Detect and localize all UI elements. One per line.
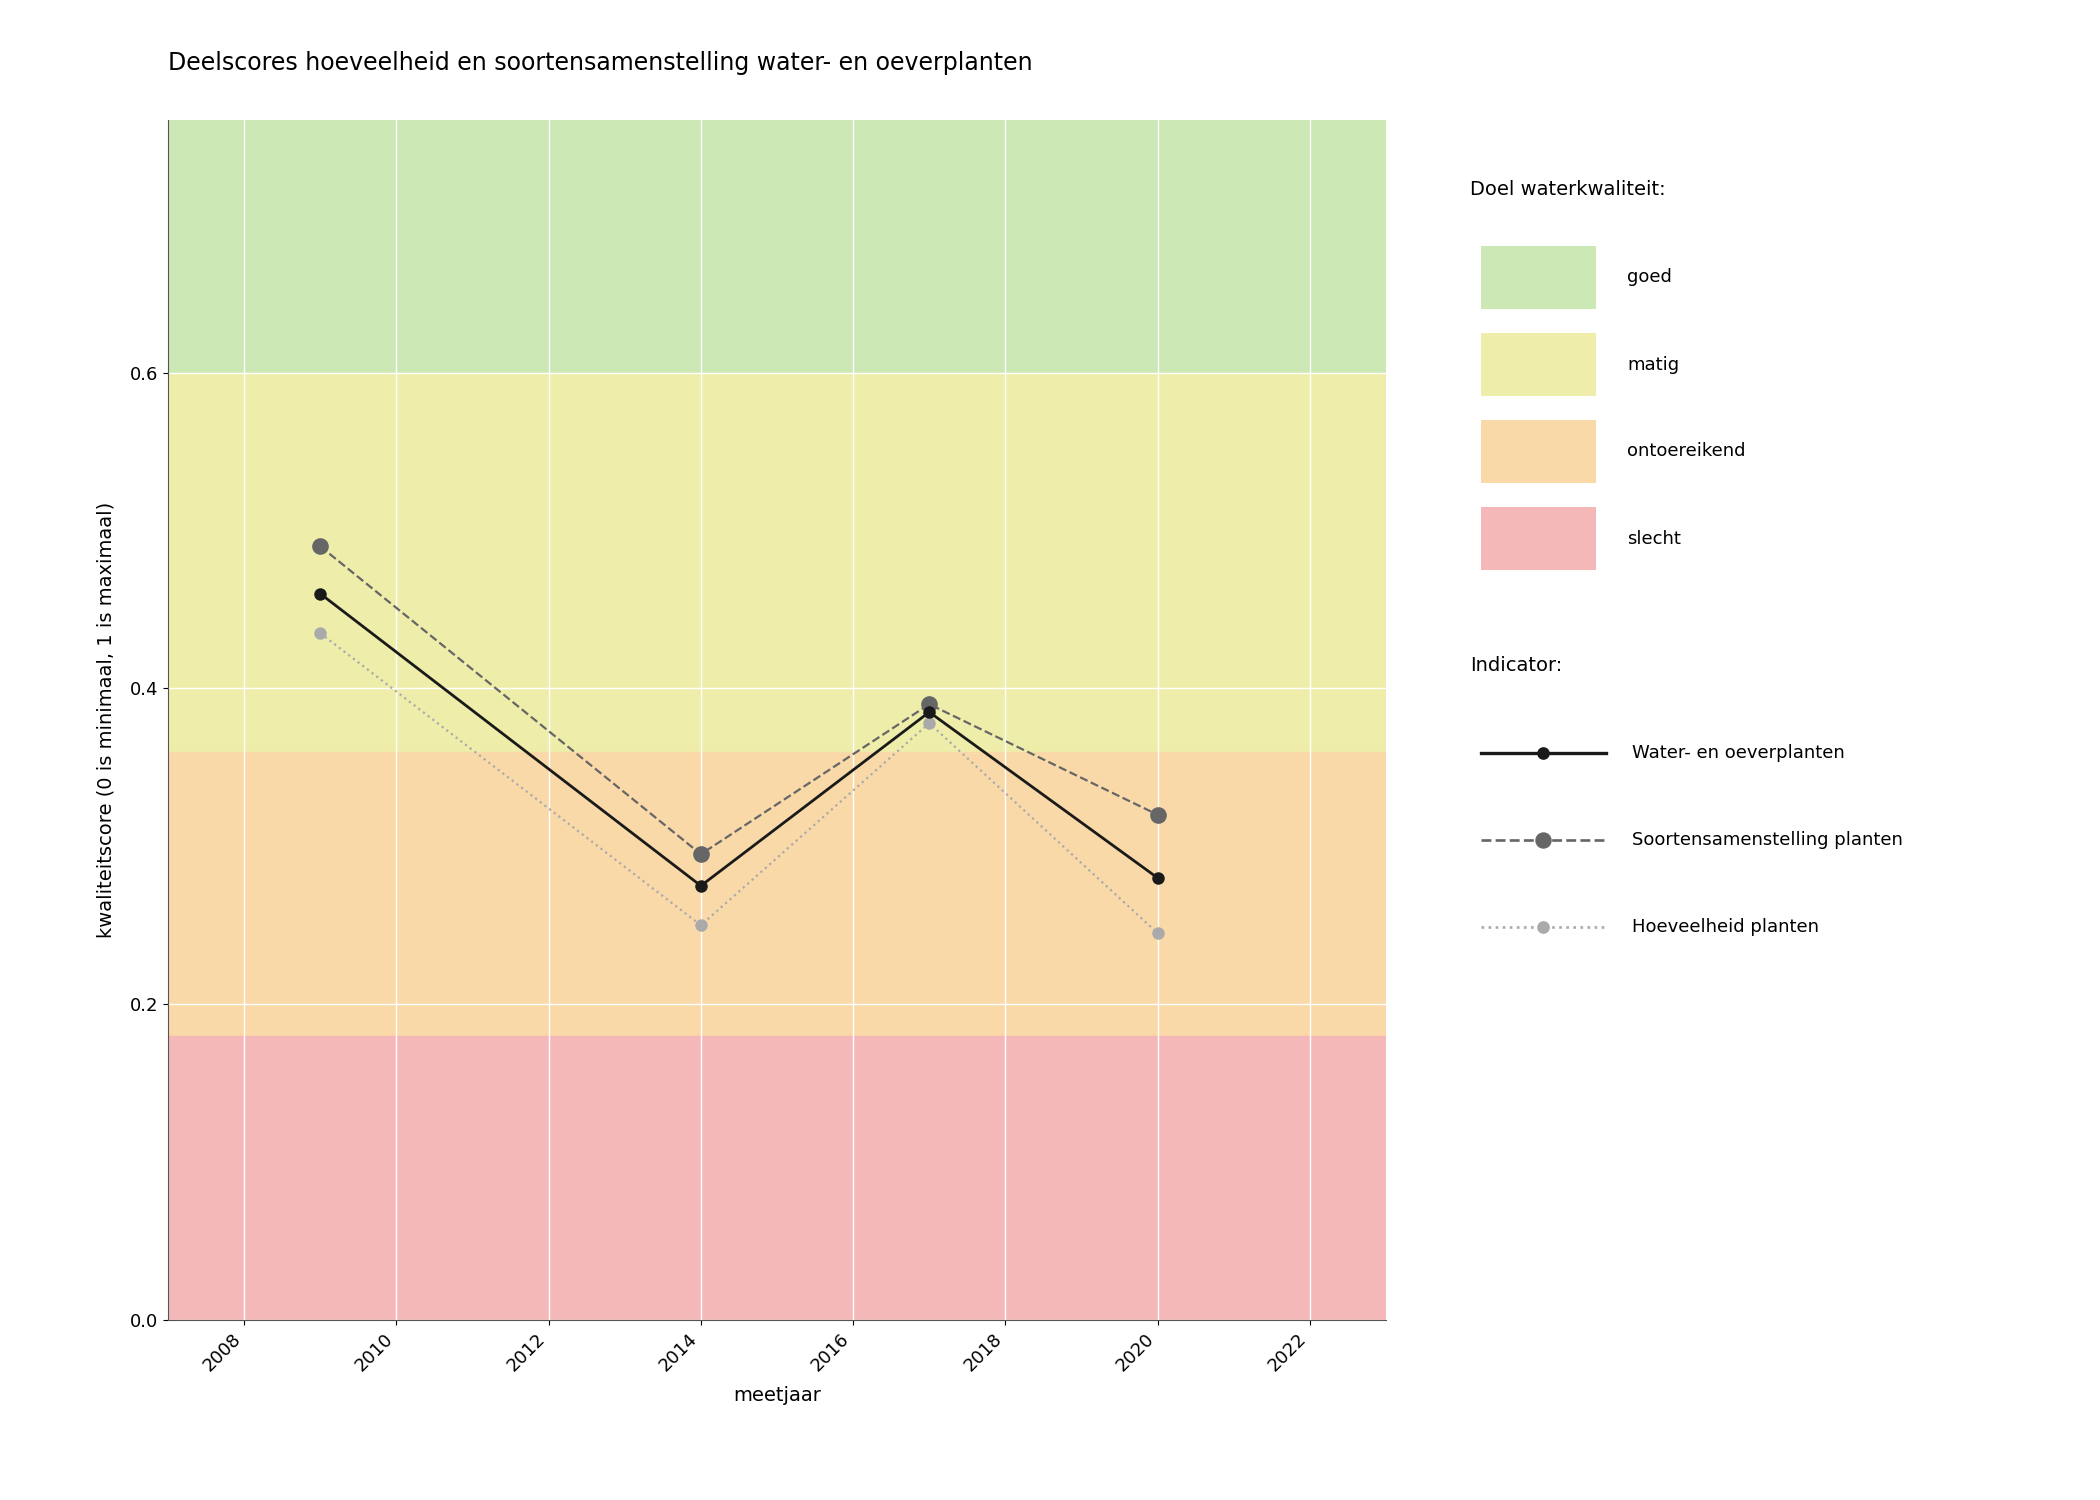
Text: matig: matig <box>1628 356 1680 374</box>
Text: Indicator:: Indicator: <box>1470 656 1562 675</box>
X-axis label: meetjaar: meetjaar <box>733 1386 821 1406</box>
Text: Hoeveelheid planten: Hoeveelheid planten <box>1632 918 1819 936</box>
Y-axis label: kwaliteitscore (0 is minimaal, 1 is maximaal): kwaliteitscore (0 is minimaal, 1 is maxi… <box>97 503 116 938</box>
Bar <box>168 372 1386 752</box>
Bar <box>168 120 1386 372</box>
Text: Doel waterkwaliteit:: Doel waterkwaliteit: <box>1470 180 1665 200</box>
Text: Deelscores hoeveelheid en soortensamenstelling water- en oeverplanten: Deelscores hoeveelheid en soortensamenst… <box>168 51 1033 75</box>
Text: goed: goed <box>1628 268 1672 286</box>
Bar <box>168 1036 1386 1320</box>
Text: ontoereikend: ontoereikend <box>1628 442 1745 460</box>
Text: Water- en oeverplanten: Water- en oeverplanten <box>1632 744 1844 762</box>
Text: slecht: slecht <box>1628 530 1682 548</box>
Text: Soortensamenstelling planten: Soortensamenstelling planten <box>1632 831 1903 849</box>
Bar <box>168 752 1386 1036</box>
